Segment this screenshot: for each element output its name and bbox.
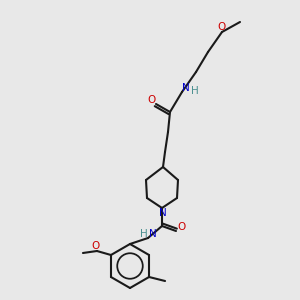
Text: H: H (191, 86, 199, 96)
Text: O: O (217, 22, 225, 32)
Text: O: O (177, 222, 185, 232)
Text: O: O (148, 95, 156, 105)
Text: N: N (182, 83, 190, 93)
Text: N: N (149, 229, 157, 239)
Text: O: O (92, 241, 100, 251)
Text: H: H (140, 229, 148, 239)
Text: N: N (159, 208, 167, 218)
